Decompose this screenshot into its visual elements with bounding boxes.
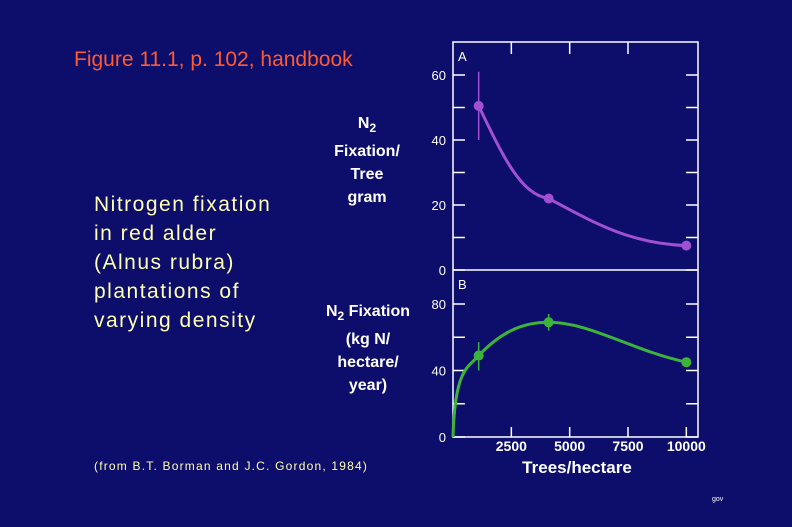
y-tick-label: 0 — [439, 263, 446, 278]
ylabel-n2-fixation: N2 Fixation — [325, 303, 411, 324]
plot-frame — [452, 41, 699, 438]
figure-title: Figure 11.1, p. 102, handbook — [74, 48, 353, 71]
subject-line: (Alnus rubra) — [94, 251, 235, 274]
data-point — [473, 350, 484, 361]
y-tick-label: 40 — [432, 133, 446, 148]
x-axis-label: Trees/hectare — [522, 458, 632, 477]
ylabel-line: (kg N/ — [345, 331, 391, 349]
data-point — [543, 193, 554, 204]
subject-line: in red alder — [94, 222, 218, 245]
x-tick-label: 2500 — [496, 438, 527, 454]
y-tick-label: 60 — [432, 68, 446, 83]
ylabel-line: hectare/ — [337, 354, 399, 372]
ylabel-line: gram — [347, 189, 387, 207]
data-point — [543, 317, 554, 328]
y-tick-label: 0 — [439, 430, 446, 445]
subject-line: Nitrogen fixation — [94, 193, 272, 216]
source-note: (from B.T. Borman and J.C. Gordon, 1984) — [94, 459, 369, 473]
panel-label: B — [458, 277, 467, 292]
y-tick-label: 80 — [432, 297, 446, 312]
ylabel-line: Fixation/ — [334, 143, 400, 161]
data-point — [681, 357, 692, 368]
subject-line: plantations of — [94, 280, 240, 303]
y-tick-label: 20 — [432, 198, 446, 213]
data-point — [681, 240, 692, 251]
corner-text: gov — [712, 496, 724, 503]
panel-a-ylabel: N2 Fixation/ Tree gram — [318, 112, 416, 209]
series-line — [451, 320, 687, 438]
series-line — [477, 105, 687, 248]
x-tick-label: 5000 — [554, 438, 585, 454]
data-point — [473, 100, 484, 111]
ylabel-line: year) — [348, 377, 388, 395]
panel-label: A — [458, 49, 467, 64]
x-tick-label: 10000 — [667, 438, 706, 454]
y-tick-label: 40 — [432, 364, 446, 379]
panel-b-ylabel: N2 Fixation (kg N/ hectare/ year) — [308, 300, 428, 397]
ylabel-line: Tree — [350, 166, 384, 184]
ylabel-n2: N2 — [357, 115, 377, 136]
x-tick-label: 7500 — [612, 438, 643, 454]
subject-text: Nitrogen fixation in red alder (Alnus ru… — [94, 190, 271, 335]
subject-line: varying density — [94, 309, 257, 332]
